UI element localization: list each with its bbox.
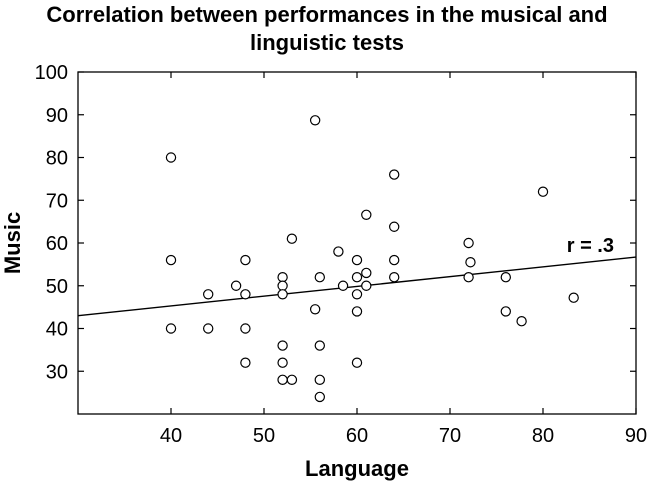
data-point: [286, 233, 298, 244]
data-point: [202, 289, 214, 300]
data-point: [351, 272, 363, 283]
data-point: [389, 254, 400, 266]
data-point: [240, 289, 251, 300]
data-point: [500, 306, 511, 317]
x-tick-label: 50: [253, 425, 275, 447]
data-point: [314, 340, 325, 351]
x-tick-label: 60: [346, 425, 368, 447]
data-point: [230, 280, 242, 291]
y-tick-label: 50: [46, 276, 68, 298]
data-point: [568, 292, 579, 303]
data-point: [389, 272, 400, 283]
axis-ticks: 40 50 60 70 80 90 30 40 50 60 70 80 90 100: [35, 62, 648, 447]
x-tick-label: 70: [439, 425, 461, 447]
data-point: [351, 357, 363, 368]
data-point: [277, 280, 288, 291]
x-tick-label: 90: [625, 425, 647, 447]
y-tick-label: 40: [46, 319, 68, 341]
data-point: [240, 357, 251, 368]
data-point: [361, 209, 372, 220]
data-point: [463, 237, 474, 249]
data-point: [361, 280, 372, 291]
data-point: [516, 316, 527, 327]
y-axis-label: Music: [0, 212, 25, 274]
data-point: [351, 306, 363, 317]
data-point: [240, 254, 251, 266]
data-point: [500, 272, 511, 283]
x-tick-label: 80: [532, 425, 554, 447]
data-point: [309, 115, 321, 126]
data-point: [277, 289, 288, 300]
data-point: [240, 323, 251, 334]
data-point: [389, 169, 400, 180]
data-point: [277, 357, 288, 368]
x-tick-label: 40: [160, 425, 182, 447]
data-point: [314, 272, 325, 283]
correlation-annotation: r = .3: [567, 235, 614, 257]
data-point: [277, 340, 288, 351]
data-point: [202, 323, 214, 334]
data-point: [465, 257, 476, 268]
data-point: [361, 267, 372, 279]
data-point: [463, 272, 474, 283]
y-tick-label: 90: [46, 105, 68, 127]
data-point: [165, 323, 177, 334]
data-point: [314, 374, 325, 385]
data-point: [165, 254, 177, 266]
data-points: [165, 115, 579, 403]
trendline: [77, 256, 637, 317]
data-point: [286, 374, 298, 385]
x-axis-label: Language: [305, 456, 409, 481]
data-point: [314, 391, 325, 403]
trendline-group: [77, 256, 637, 317]
y-tick-label: 60: [46, 233, 68, 255]
y-tick-label: 70: [46, 190, 68, 212]
chart-title-line-1: Correlation between performances in the …: [46, 2, 608, 27]
data-point: [309, 304, 321, 315]
y-tick-label: 100: [35, 62, 68, 84]
y-tick-label: 80: [46, 148, 68, 170]
data-point: [351, 289, 363, 300]
y-tick-label: 30: [46, 361, 68, 383]
data-point: [333, 246, 344, 257]
data-point: [277, 374, 288, 385]
data-point: [337, 280, 349, 291]
data-point: [165, 152, 177, 163]
data-point: [277, 272, 288, 283]
chart-title-line-2: linguistic tests: [249, 30, 405, 55]
data-point: [537, 186, 549, 197]
data-point: [351, 254, 363, 266]
data-point: [389, 221, 400, 232]
